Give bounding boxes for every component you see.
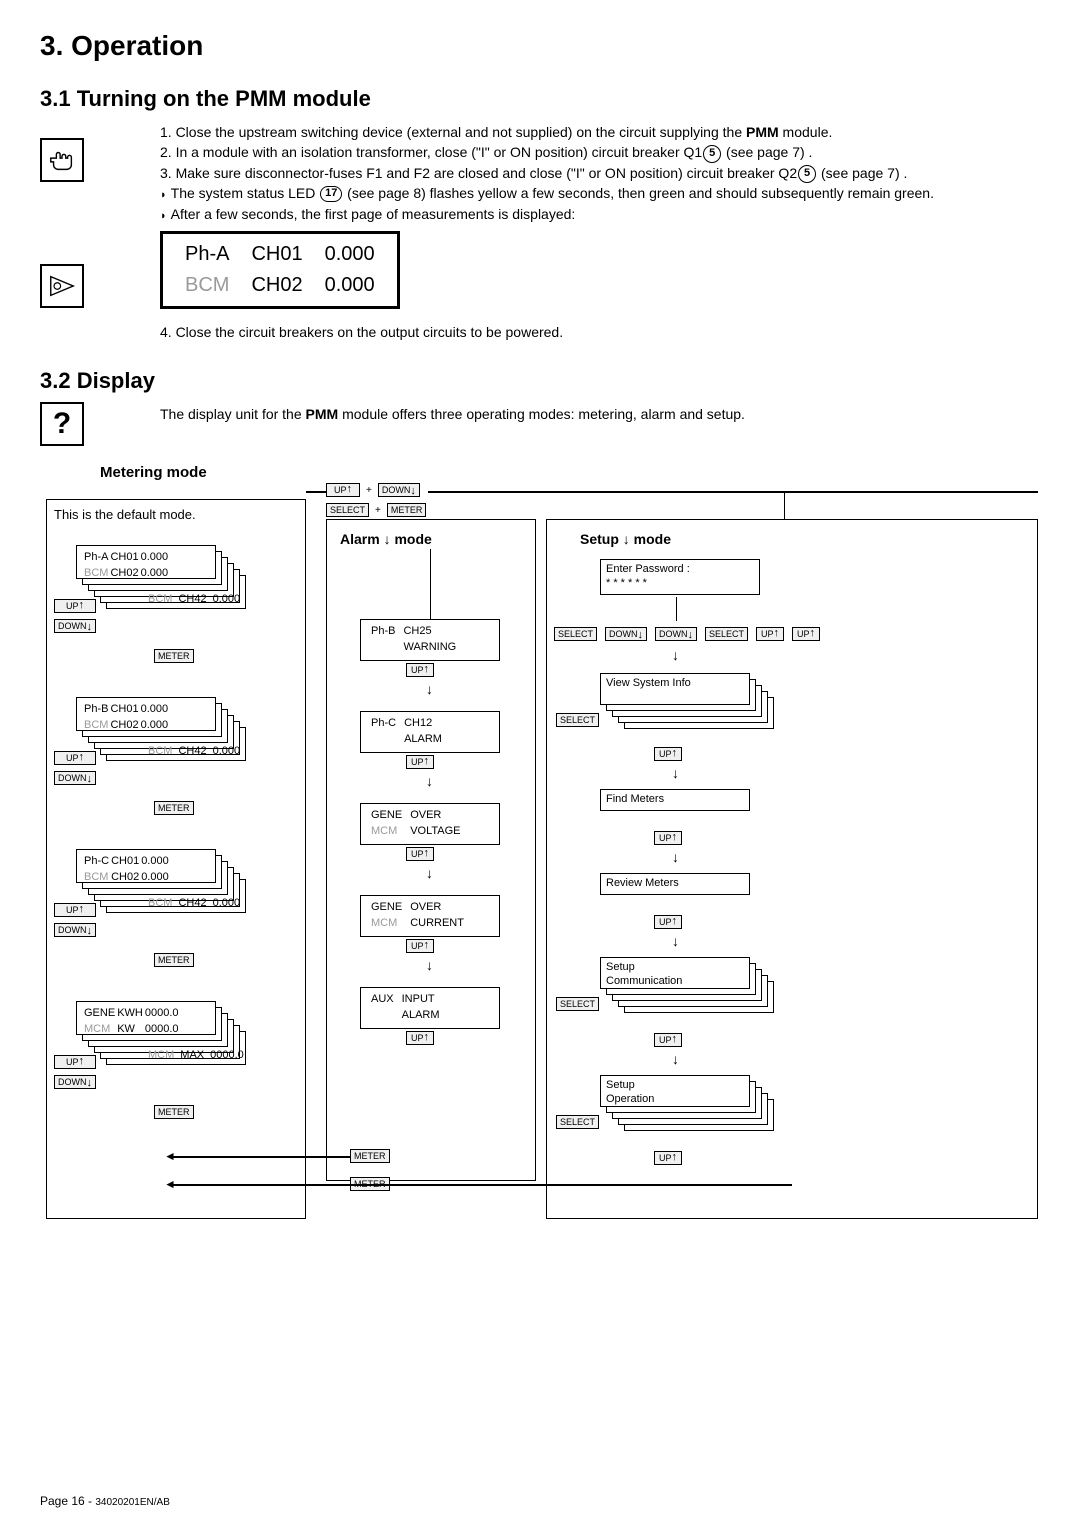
- arrow-down-icon: ↓: [426, 681, 433, 697]
- up-button[interactable]: UP↑: [54, 903, 96, 917]
- arrow-down-icon: ↓: [672, 1051, 679, 1067]
- down-button[interactable]: DOWN↓: [54, 771, 96, 785]
- step-2: 2. In a module with an isolation transfo…: [160, 142, 1040, 162]
- up-button[interactable]: UP↑: [406, 755, 434, 769]
- select-button[interactable]: SELECT: [326, 503, 369, 517]
- metering-mode-heading: Metering mode: [100, 464, 1040, 481]
- arrow-down-icon: ↓: [426, 957, 433, 973]
- up-button[interactable]: UP↑: [756, 627, 784, 641]
- setup-communication: SetupCommunication: [600, 957, 750, 989]
- arrow-left-icon: ◄: [164, 1177, 176, 1191]
- lcd-first-page: Ph-A CH01 0.000 BCM CH02 0.000: [160, 231, 400, 309]
- up-button[interactable]: UP↑: [654, 747, 682, 761]
- meter-button[interactable]: METER: [350, 1149, 390, 1163]
- down-button[interactable]: DOWN↓: [54, 923, 96, 937]
- metering-phb-stack: Ph-BCH010.000 BCMCH020.000 BCM CH42 0.00…: [76, 697, 216, 731]
- metering-gene-stack: GENEKWH0000.0 MCMKW0000.0 MCM MAX 0000.0: [76, 1001, 216, 1035]
- section-3-1-heading: 3.1 Turning on the PMM module: [40, 86, 1040, 112]
- step-1: 1. Close the upstream switching device (…: [160, 122, 1040, 142]
- up-button[interactable]: UP↑: [654, 1151, 682, 1165]
- up-button[interactable]: UP↑: [406, 663, 434, 677]
- up-button[interactable]: UP↑: [54, 1055, 96, 1069]
- up-button[interactable]: UP↑: [654, 831, 682, 845]
- page-footer: Page 16 - 34020201EN/AB: [40, 1494, 170, 1508]
- setup-review-meters: Review Meters: [600, 873, 750, 895]
- meter-button[interactable]: METER: [387, 503, 427, 517]
- meter-button[interactable]: METER: [154, 1105, 194, 1119]
- metering-phc-stack: Ph-CCH010.000 BCMCH020.000 BCM CH42 0.00…: [76, 849, 216, 883]
- arrow-down-icon: ↓: [672, 933, 679, 949]
- select-button[interactable]: SELECT: [556, 1115, 599, 1129]
- down-button[interactable]: DOWN↓: [605, 627, 647, 641]
- select-button[interactable]: SELECT: [556, 713, 599, 727]
- down-button[interactable]: DOWN↓: [655, 627, 697, 641]
- meter-button[interactable]: METER: [154, 801, 194, 815]
- down-button[interactable]: DOWN↓: [54, 1075, 96, 1089]
- setup-view-system-info: View System Info: [600, 673, 750, 705]
- arrow-down-icon: ↓: [672, 849, 679, 865]
- arrow-left-icon: ◄: [164, 1149, 176, 1163]
- setup-password-screen: Enter Password : * * * * * *: [600, 559, 760, 595]
- metering-pha-nav: UP↑ DOWN↓: [54, 599, 96, 633]
- arrow-down-icon: ↓: [672, 647, 679, 663]
- up-button[interactable]: UP↑: [326, 483, 360, 497]
- down-button[interactable]: DOWN↓: [54, 619, 96, 633]
- section-3-2-heading: 3.2 Display: [40, 368, 1040, 394]
- up-button[interactable]: UP↑: [406, 847, 434, 861]
- arrow-down-icon: ↓: [426, 773, 433, 789]
- up-button[interactable]: UP↑: [654, 915, 682, 929]
- select-button[interactable]: SELECT: [556, 997, 599, 1011]
- alarm-screen-overcurrent: GENEOVER MCMCURRENT: [360, 895, 500, 937]
- up-button[interactable]: UP↑: [406, 939, 434, 953]
- alarm-screen-ph-c: Ph-CCH12 ALARM: [360, 711, 500, 753]
- note-led: ◗The system status LED 17 (see page 8) f…: [160, 183, 1040, 204]
- step-4: 4. Close the circuit breakers on the out…: [160, 322, 1040, 342]
- select-button[interactable]: SELECT: [705, 627, 748, 641]
- look-icon: [40, 264, 84, 308]
- meter-button[interactable]: METER: [154, 649, 194, 663]
- up-button[interactable]: UP↑: [654, 1033, 682, 1047]
- up-button[interactable]: UP↑: [54, 751, 96, 765]
- down-button[interactable]: DOWN↓: [378, 483, 420, 497]
- setup-find-meters: Find Meters: [600, 789, 750, 811]
- note-first-page: ◗After a few seconds, the first page of …: [160, 204, 1040, 225]
- note-hand-icon: [40, 138, 84, 182]
- select-button[interactable]: SELECT: [554, 627, 597, 641]
- alarm-screen-overvoltage: GENEOVER MCMVOLTAGE: [360, 803, 500, 845]
- up-button[interactable]: UP↑: [406, 1031, 434, 1045]
- question-icon: ?: [40, 402, 84, 446]
- alarm-screen-ph-b: Ph-BCH25 WARNING: [360, 619, 500, 661]
- up-button[interactable]: UP↑: [792, 627, 820, 641]
- metering-default-note: This is the default mode.: [54, 507, 196, 522]
- arrow-down-icon: ↓: [426, 865, 433, 881]
- metering-pha-stack: Ph-ACH010.000 BCMCH020.000 BCM CH42 0.00…: [76, 545, 216, 579]
- setup-mode-heading: Setup: [580, 531, 619, 547]
- display-intro: The display unit for the PMM module offe…: [160, 404, 1040, 424]
- step-3: 3. Make sure disconnector-fuses F1 and F…: [160, 163, 1040, 183]
- setup-operation: SetupOperation: [600, 1075, 750, 1107]
- alarm-screen-aux-input: AUXINPUT ALARM: [360, 987, 500, 1029]
- page-title: 3. Operation: [40, 30, 1040, 62]
- up-button[interactable]: UP↑: [54, 599, 96, 613]
- alarm-mode-heading: Alarm: [340, 531, 380, 547]
- meter-button[interactable]: METER: [154, 953, 194, 967]
- arrow-down-icon: ↓: [672, 765, 679, 781]
